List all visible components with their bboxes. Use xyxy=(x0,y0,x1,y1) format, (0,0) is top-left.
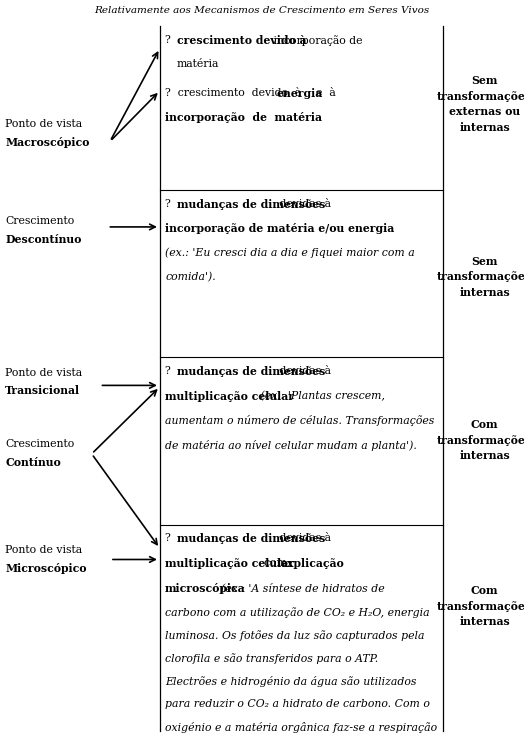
Text: incorporação de: incorporação de xyxy=(270,35,363,46)
Text: para reduzir o CO₂ a hidrato de carbono. Com o: para reduzir o CO₂ a hidrato de carbono.… xyxy=(165,699,430,709)
Text: mudanças de dimensões: mudanças de dimensões xyxy=(177,199,325,210)
Text: ?: ? xyxy=(165,533,174,543)
Text: ?: ? xyxy=(165,199,174,208)
Text: Ponto de vista: Ponto de vista xyxy=(5,545,82,555)
Text: incorporação de matéria e/ou energia: incorporação de matéria e/ou energia xyxy=(165,223,394,234)
Text: ?: ? xyxy=(165,35,174,45)
Text: multiplicação celular: multiplicação celular xyxy=(165,558,294,569)
Text: (ex.: 'Eu cresci dia a dia e fiquei maior com a: (ex.: 'Eu cresci dia a dia e fiquei maio… xyxy=(165,248,415,258)
Text: Com
transformações
internas: Com transformações internas xyxy=(437,420,524,461)
Text: clorofila e são transferidos para o ATP.: clorofila e são transferidos para o ATP. xyxy=(165,653,378,664)
Text: Com
transformações
internas: Com transformações internas xyxy=(437,586,524,627)
Text: Descontínuo: Descontínuo xyxy=(5,234,82,245)
Text: Transicional: Transicional xyxy=(5,385,80,397)
Text: Ponto de vista: Ponto de vista xyxy=(5,368,82,377)
Text: Crescimento: Crescimento xyxy=(5,439,74,449)
Text: Sem
transformações
internas: Sem transformações internas xyxy=(437,256,524,298)
Text: devidas à: devidas à xyxy=(276,533,331,543)
Text: energia: energia xyxy=(277,88,323,99)
Text: (ex.: 'A síntese de hidratos de: (ex.: 'A síntese de hidratos de xyxy=(221,583,385,593)
Text: Crescimento: Crescimento xyxy=(5,216,74,225)
Text: mudanças de dimensões: mudanças de dimensões xyxy=(177,533,325,545)
Text: mudanças de dimensões: mudanças de dimensões xyxy=(177,366,325,377)
Text: devidas à: devidas à xyxy=(276,199,331,208)
Text: multiplicação celular: multiplicação celular xyxy=(165,391,294,402)
Text: comida').: comida'). xyxy=(165,272,216,283)
Text: incorporação  de  matéria: incorporação de matéria xyxy=(165,112,322,124)
Text: microscópica: microscópica xyxy=(165,583,246,594)
Text: Microscópico: Microscópico xyxy=(5,563,87,574)
Text: devidas à: devidas à xyxy=(276,366,331,376)
Text: Relativamente aos Mecanismos de Crescimento em Seres Vivos: Relativamente aos Mecanismos de Crescime… xyxy=(94,6,430,15)
Text: aumentam o número de células. Transformações: aumentam o número de células. Transforma… xyxy=(165,415,434,426)
Text: Ponto de vista: Ponto de vista xyxy=(5,119,82,129)
Text: oxigénio e a matéria orgânica faz-se a respiração: oxigénio e a matéria orgânica faz-se a r… xyxy=(165,722,437,734)
Text: Contínuo: Contínuo xyxy=(5,457,61,468)
Text: (ex.: 'Plantas crescem,: (ex.: 'Plantas crescem, xyxy=(257,391,385,401)
Text: luminosa. Os fotões da luz são capturados pela: luminosa. Os fotões da luz são capturado… xyxy=(165,630,424,641)
Text: Sem
transformações
externas ou
internas: Sem transformações externas ou internas xyxy=(437,75,524,133)
Text: e  à: e à xyxy=(309,88,336,97)
Text: matéria: matéria xyxy=(177,59,219,68)
Text: carbono com a utilização de CO₂ e H₂O, energia: carbono com a utilização de CO₂ e H₂O, e… xyxy=(165,607,430,618)
Text: crescimento devido à: crescimento devido à xyxy=(177,35,306,46)
Text: com: com xyxy=(257,558,290,568)
Text: de matéria ao nível celular mudam a planta').: de matéria ao nível celular mudam a plan… xyxy=(165,440,417,451)
Text: explicação: explicação xyxy=(280,558,344,569)
Text: ?  crescimento  devido  à: ? crescimento devido à xyxy=(165,88,309,97)
Text: ?: ? xyxy=(165,366,174,376)
Text: Macroscópico: Macroscópico xyxy=(5,137,90,148)
Text: Electrões e hidrogénio da água são utilizados: Electrões e hidrogénio da água são utili… xyxy=(165,676,417,687)
